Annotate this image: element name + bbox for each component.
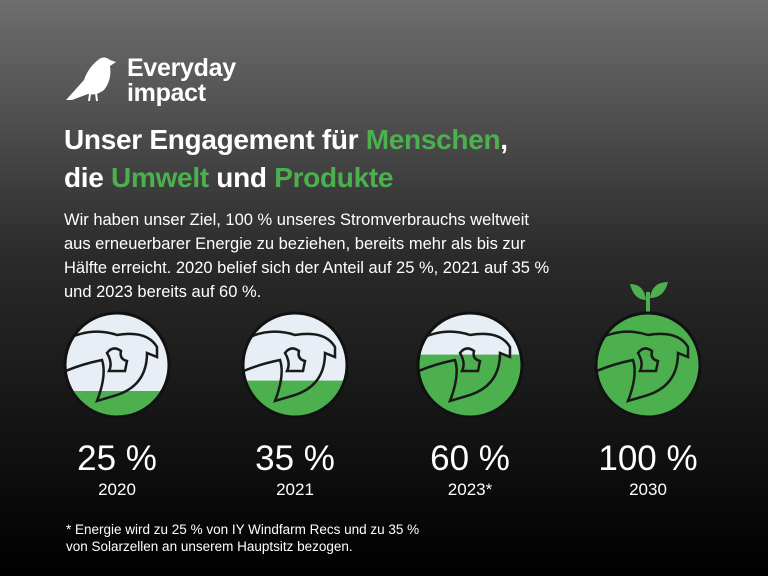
island [458,347,482,373]
globe-fill [418,354,522,417]
body-text: und 2023 bereits auf 60 %. [64,283,262,301]
globe [241,311,349,419]
globe-content [596,313,700,417]
percent-label: 35 % [255,439,335,478]
year-label: 2030 [629,480,667,499]
sprout [630,282,668,312]
globe [416,311,524,419]
logo-bird [66,57,116,102]
percent-label: 25 % [77,439,157,478]
year-label: 2021 [276,480,314,499]
globe-outline [594,311,702,419]
percent-label: 60 % [430,439,510,478]
globe [594,311,702,419]
continent [65,330,159,403]
globe-fill [243,380,347,417]
year-label: 2020 [98,480,136,499]
percent-label: 100 % [598,439,698,478]
continent [596,330,690,403]
body-text: aus erneuerbarer Energie zu beziehen, be… [64,235,526,253]
globe-outline [63,311,171,419]
body-text: Wir haben unser Ziel, 100 % unseres Stro… [64,211,529,229]
footnote: * Energie wird zu 25 % von IY Windfarm R… [66,522,420,537]
island [105,347,129,373]
title-segment: Umwelt [111,162,209,193]
globe [63,311,171,419]
year-label: 2023* [447,480,493,499]
continent [418,330,512,403]
title-segment: und [208,162,275,193]
island [636,347,660,373]
title-segment: die [64,162,112,193]
title-line: die Umwelt und Produkte [64,160,393,196]
globe-outline [416,311,524,419]
island [283,347,307,373]
title-line: Unser Engagement für Menschen, [64,122,508,158]
body-text: Hälfte erreicht. 2020 belief sich der An… [64,259,550,277]
title-segment: Unser Engagement für [64,124,366,155]
title-segment: Menschen [365,124,501,155]
title-segment: , [500,124,508,155]
brand-line: impact [127,79,206,107]
footnote: von Solarzellen an unserem Hauptsitz bez… [66,539,353,554]
continent [243,330,337,403]
globe-outline [241,311,349,419]
brand-line: Everyday [127,54,236,82]
title-segment: Produkte [274,162,394,193]
